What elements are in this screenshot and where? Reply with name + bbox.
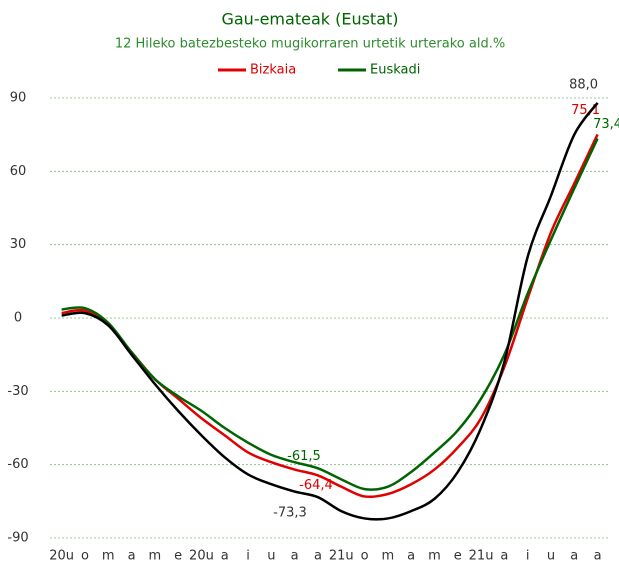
x-tick-label: m: [102, 549, 115, 564]
data-label: -61,5: [287, 449, 321, 464]
legend-label: Bizkaia: [250, 63, 296, 78]
y-tick-label: 30: [10, 237, 27, 252]
y-tick-label: 90: [10, 91, 27, 106]
x-tick-label: a: [221, 549, 229, 564]
chart-subtitle: 12 Hileko batezbesteko mugikorraren urte…: [115, 37, 505, 52]
y-tick-label: 60: [10, 164, 27, 179]
x-tick-label: o: [361, 549, 369, 564]
data-label: 88,0: [569, 77, 598, 92]
series-line: [61, 133, 599, 499]
x-tick-label: m: [149, 549, 162, 564]
x-tick-label: m: [428, 549, 441, 564]
x-tick-label: a: [128, 549, 136, 564]
x-tick-label: a: [594, 549, 602, 564]
x-tick-label: 20u: [189, 549, 214, 564]
x-tick-label: 21u: [329, 549, 354, 564]
data-label: -73,3: [273, 506, 307, 521]
x-tick-label: a: [291, 549, 299, 564]
x-tick-label: a: [570, 549, 578, 564]
data-label: 73,4: [593, 117, 619, 132]
x-tick-label: u: [547, 549, 555, 564]
x-tick-label: a: [407, 549, 415, 564]
x-tick-label: a: [314, 549, 322, 564]
x-tick-label: 21u: [469, 549, 494, 564]
x-tick-label: u: [267, 549, 275, 564]
chart-title: Gau-emateak (Eustat): [221, 10, 398, 29]
x-tick-label: m: [382, 549, 395, 564]
y-tick-label: 0: [14, 311, 22, 326]
x-tick-label: i: [526, 549, 530, 564]
series-line: [61, 138, 599, 491]
y-tick-label: -30: [7, 384, 28, 399]
x-tick-label: e: [174, 549, 182, 564]
y-tick-label: -90: [7, 531, 28, 546]
data-label: -64,4: [299, 478, 333, 493]
x-tick-label: o: [81, 549, 89, 564]
legend-label: Euskadi: [370, 63, 420, 78]
x-tick-label: e: [454, 549, 462, 564]
x-tick-label: 20u: [49, 549, 74, 564]
series-line: [61, 102, 599, 521]
y-tick-label: -60: [7, 457, 28, 472]
x-tick-label: i: [246, 549, 250, 564]
x-tick-label: a: [500, 549, 508, 564]
